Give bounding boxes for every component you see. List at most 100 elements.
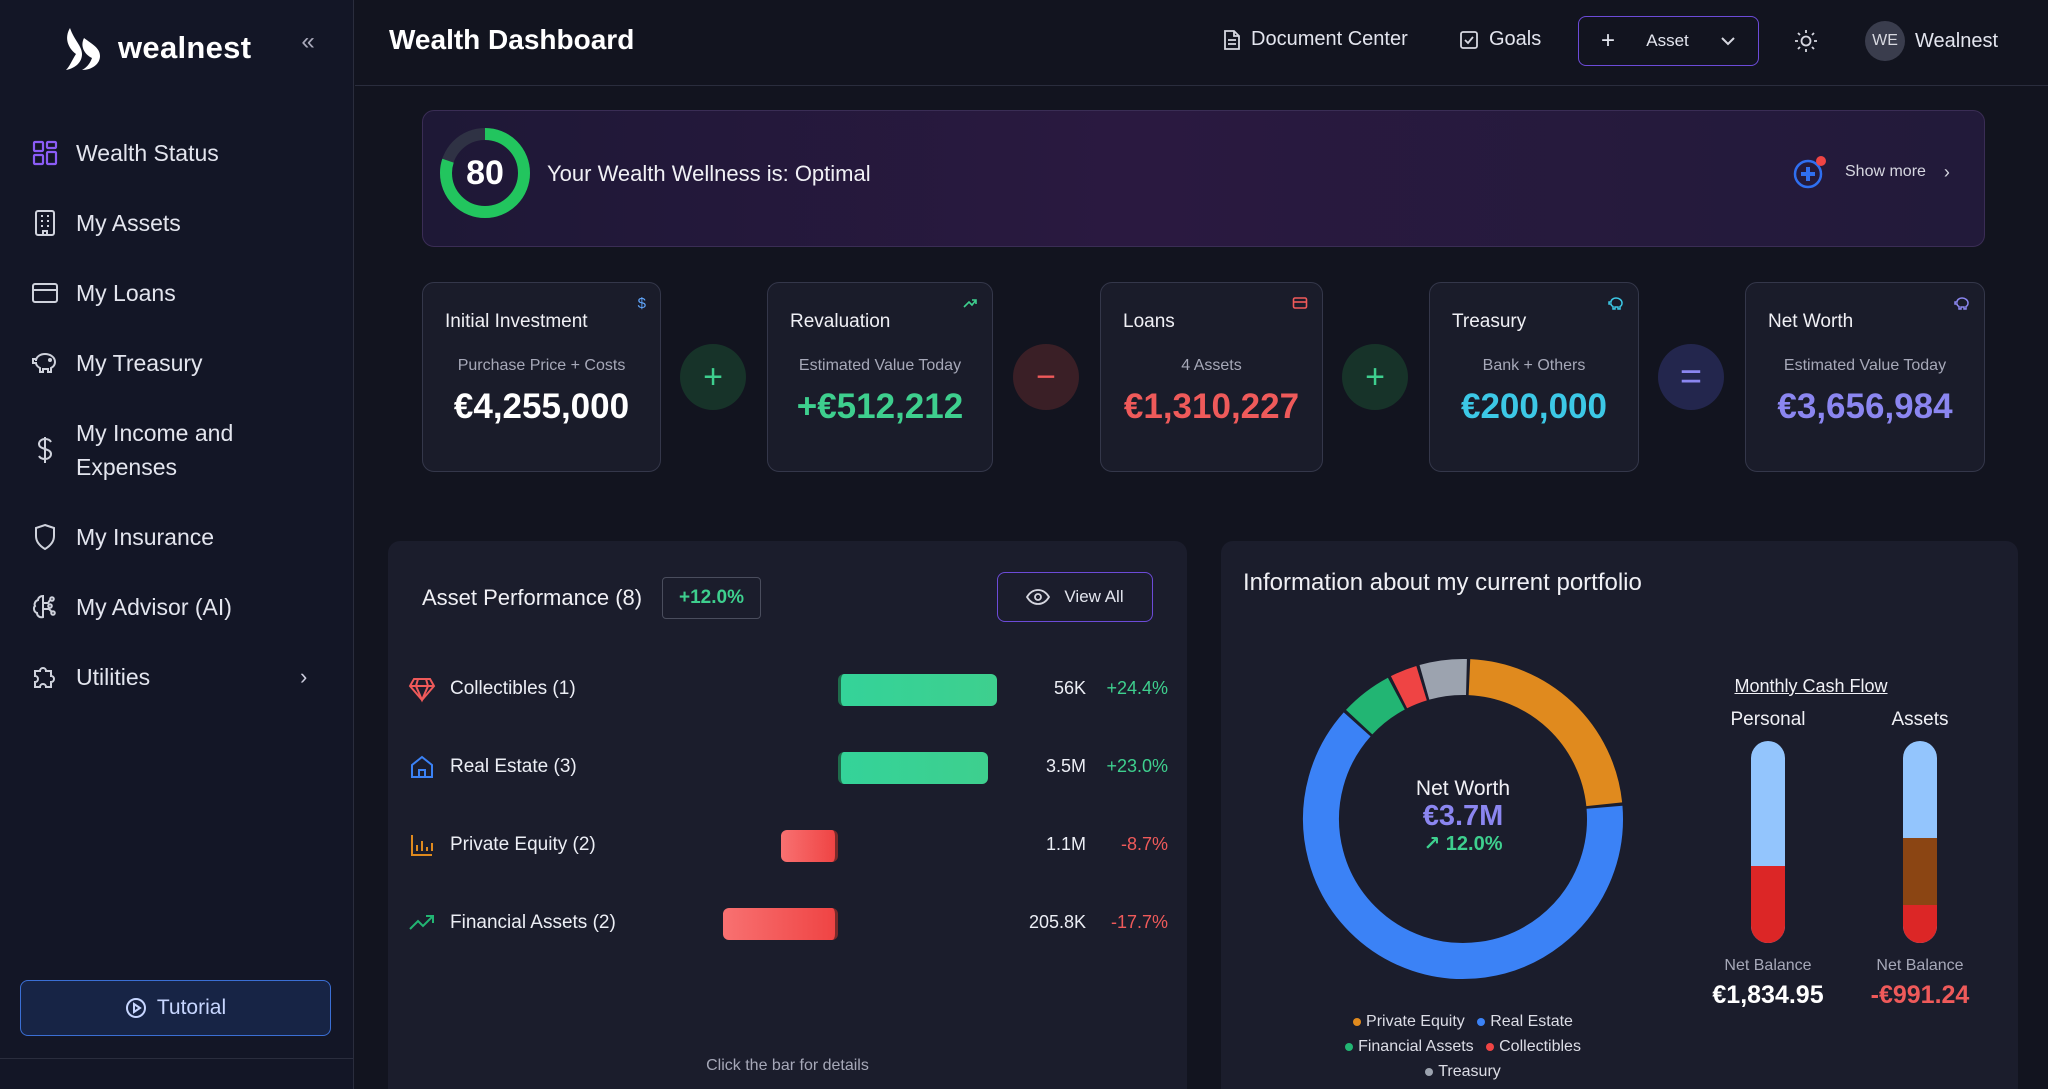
- legend-item[interactable]: Private Equity: [1353, 1009, 1465, 1034]
- thermometer-bottom-segment: [1751, 866, 1785, 943]
- diamond-icon: [408, 678, 436, 703]
- donut-center: Net Worth €3.7M ↗ 12.0%: [1293, 649, 1633, 989]
- sidebar-item-label: My Treasury: [76, 350, 203, 376]
- wellness-score: 80: [466, 153, 504, 192]
- cash-flow-thermometer[interactable]: [1751, 741, 1785, 943]
- net-balance-value: €1,834.95: [1712, 981, 1824, 1009]
- cash-flow-thermometer[interactable]: [1903, 741, 1937, 943]
- net-balance-label: Net Balance: [1876, 957, 1964, 974]
- piggy-bank-icon: [30, 348, 60, 378]
- card-revaluation[interactable]: Revaluation Estimated Value Today +€512,…: [767, 282, 993, 472]
- perf-row-private-equity[interactable]: Private Equity (2) 1.1M -8.7%: [408, 825, 1168, 865]
- card-net-worth[interactable]: Net Worth Estimated Value Today €3,656,9…: [1745, 282, 1985, 472]
- wellness-score-ring: [440, 128, 530, 218]
- show-more-label: Show more: [1845, 163, 1926, 180]
- sidebar-item-my-treasury[interactable]: My Treasury: [0, 328, 354, 398]
- add-asset-button[interactable]: + Asset: [1578, 16, 1759, 66]
- top-header: Wealth Dashboard Document Center Goals +…: [355, 0, 2048, 86]
- theme-toggle-button[interactable]: [1793, 28, 1819, 54]
- donut-slice-collectibles[interactable]: [1390, 665, 1428, 709]
- cash-flow-title[interactable]: Monthly Cash Flow: [1734, 676, 1888, 696]
- perf-row-value: 1.1M: [1045, 834, 1086, 854]
- card-title: Revaluation: [790, 311, 891, 332]
- donut-slice-treasury[interactable]: [1419, 659, 1467, 700]
- wellness-status-text: Your Wealth Wellness is: Optimal: [547, 161, 871, 186]
- cash-flow-heading: Assets: [1891, 709, 1949, 730]
- perf-row-label: Real Estate (3): [450, 756, 577, 777]
- donut-slice-real-estate[interactable]: [1303, 712, 1623, 979]
- minus-operator-icon: −: [1013, 344, 1079, 410]
- donut-center-change: ↗ 12.0%: [1423, 832, 1503, 855]
- chevron-right-icon: ›: [1943, 161, 1950, 182]
- perf-bar[interactable]: [838, 752, 988, 784]
- asset-performance-title: Asset Performance (8): [422, 585, 643, 610]
- perf-row-label: Financial Assets (2): [450, 912, 616, 933]
- logo-icon: [66, 28, 100, 70]
- sidebar-item-wealth-status[interactable]: Wealth Status: [0, 118, 354, 188]
- donut-slice-financial-assets[interactable]: [1346, 677, 1406, 735]
- document-center-link[interactable]: Document Center: [1223, 28, 1408, 51]
- plus-operator-icon: +: [1342, 344, 1408, 410]
- cash-flow-personal: Personal Net Balance €1,834.95: [1698, 709, 1838, 1010]
- view-all-button[interactable]: View All: [997, 572, 1153, 622]
- logo[interactable]: wealnest: [62, 24, 251, 72]
- card-subtitle: 4 Assets: [1181, 357, 1242, 374]
- card-title: Treasury: [1452, 311, 1527, 332]
- dollar-icon: [30, 435, 60, 465]
- avatar: WE: [1865, 21, 1905, 61]
- perf-row-value: 56K: [1053, 678, 1086, 698]
- sidebar-item-utilities[interactable]: Utilities ›: [0, 642, 354, 712]
- card-treasury[interactable]: Treasury Bank + Others €200,000: [1429, 282, 1639, 472]
- perf-row-real-estate[interactable]: Real Estate (3) 3.5M +23.0%: [408, 747, 1168, 787]
- bar-chart-icon: [411, 835, 433, 856]
- checkbox-icon: [1460, 30, 1478, 49]
- card-initial-investment[interactable]: $ Initial Investment Purchase Price + Co…: [422, 282, 661, 472]
- collapse-sidebar-button[interactable]: «: [301, 28, 315, 55]
- card-value: €3,656,984: [1777, 387, 1953, 426]
- home-icon: [411, 755, 433, 778]
- donut-legend: Private Equity Real Estate Financial Ass…: [1293, 1009, 1633, 1084]
- goals-link[interactable]: Goals: [1459, 28, 1541, 51]
- credit-card-icon: [30, 278, 60, 308]
- sidebar-item-income-expenses[interactable]: My Income and Expenses: [0, 398, 354, 502]
- trend-up-icon: [409, 915, 434, 930]
- legend-item[interactable]: Treasury: [1425, 1059, 1501, 1084]
- legend-item[interactable]: Real Estate: [1477, 1009, 1573, 1034]
- perf-row-percent: -8.7%: [1120, 834, 1168, 854]
- perf-bar[interactable]: [838, 674, 997, 706]
- sidebar-item-my-assets[interactable]: My Assets: [0, 188, 354, 258]
- card-value: €4,255,000: [453, 387, 630, 426]
- legend-dot: [1477, 1017, 1486, 1026]
- portfolio-donut-chart[interactable]: [1293, 649, 1633, 989]
- tutorial-button[interactable]: Tutorial: [20, 980, 331, 1036]
- cash-flow-heading: Personal: [1730, 709, 1806, 730]
- logo-text: wealnest: [118, 30, 252, 65]
- card-value: €1,310,227: [1123, 387, 1300, 426]
- document-icon: [1224, 29, 1240, 50]
- sidebar-item-my-advisor[interactable]: My Advisor (AI): [0, 572, 354, 642]
- card-loans[interactable]: Loans 4 Assets €1,310,227: [1100, 282, 1323, 472]
- legend-item[interactable]: Collectibles: [1486, 1034, 1581, 1059]
- card-value: +€512,212: [796, 387, 964, 426]
- add-asset-label: Asset: [1646, 31, 1689, 50]
- legend-item[interactable]: Financial Assets: [1345, 1034, 1474, 1059]
- sidebar-item-label: My Advisor (AI): [76, 594, 232, 620]
- view-all-label: View All: [1064, 587, 1124, 606]
- perf-row-financial-assets[interactable]: Financial Assets (2) 205.8K -17.7%: [408, 903, 1168, 943]
- equals-operator-icon: =: [1658, 344, 1724, 410]
- perf-bar[interactable]: [722, 908, 838, 940]
- legend-dot: [1486, 1042, 1495, 1051]
- sidebar-item-my-insurance[interactable]: My Insurance: [0, 502, 354, 572]
- sidebar-item-my-loans[interactable]: My Loans: [0, 258, 354, 328]
- thermometer-bottom-segment: [1903, 904, 1937, 943]
- perf-row-percent: -17.7%: [1110, 912, 1168, 932]
- perf-bar[interactable]: [781, 830, 838, 862]
- sidebar-item-label: Utilities: [76, 664, 151, 690]
- perf-row-label: Collectibles (1): [450, 678, 576, 699]
- perf-row-value: 205.8K: [1028, 912, 1086, 932]
- sidebar-item-label: My Income and Expenses: [76, 420, 234, 480]
- show-more-button[interactable]: Show more ›: [1793, 155, 1950, 189]
- perf-row-collectibles[interactable]: Collectibles (1) 56K +24.4%: [408, 669, 1168, 709]
- user-menu[interactable]: WE Wealnest: [1865, 21, 1998, 61]
- donut-slice-private-equity[interactable]: [1468, 659, 1623, 807]
